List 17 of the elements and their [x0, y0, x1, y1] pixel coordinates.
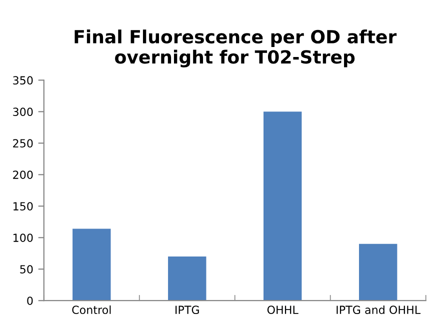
y-tick-label: 50: [20, 265, 33, 274]
bar: [168, 256, 206, 301]
chart-title: Final Fluorescence per OD after overnight for T02-Strep: [74, 30, 397, 68]
y-tick-label: 200: [13, 170, 33, 180]
bar: [264, 112, 302, 301]
x-tick-label: IPTG: [176, 306, 199, 314]
x-tick-label: IPTG and OHHL: [336, 305, 421, 314]
bar: [358, 244, 398, 301]
bar: [72, 228, 111, 301]
x-tick-label: Control: [72, 305, 111, 314]
y-tick-label: 350: [13, 76, 33, 85]
y-tick-label: 150: [13, 202, 33, 211]
y-tick-label: 0: [27, 296, 33, 305]
y-tick-label: 300: [13, 108, 33, 116]
y-tick-label: 250: [13, 139, 33, 148]
y-tick-label: 100: [13, 234, 33, 242]
x-tick-label: OHHL: [267, 306, 298, 314]
